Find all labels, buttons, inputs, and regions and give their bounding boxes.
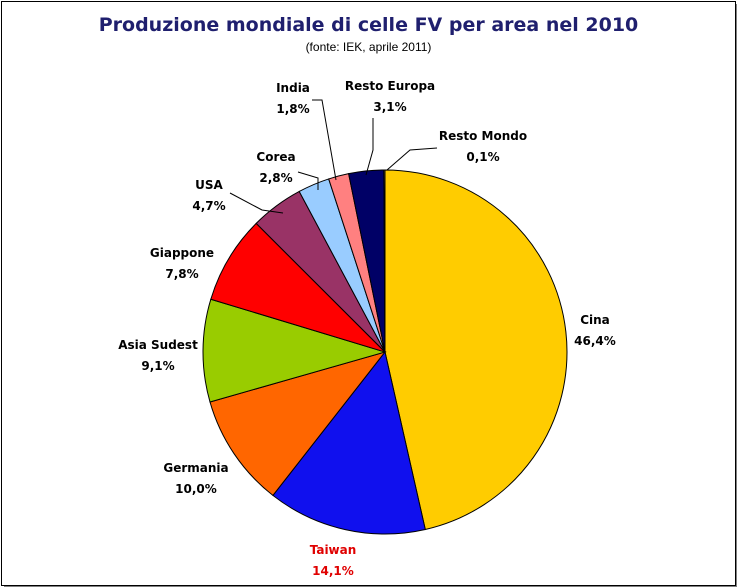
slice-value-asia-sudest: 9,1% <box>141 359 174 373</box>
slice-value-germania: 10,0% <box>175 482 217 496</box>
slice-value-resto-europa: 3,1% <box>373 100 406 114</box>
leader-line-corea <box>297 171 319 190</box>
slice-value-cina: 46,4% <box>574 334 616 348</box>
slice-name-resto-europa: Resto Europa <box>345 79 435 93</box>
slice-name-corea: Corea <box>256 150 295 164</box>
pie-slices <box>202 169 568 535</box>
slice-name-resto-mondo: Resto Mondo <box>439 129 527 143</box>
slice-value-giappone: 7,8% <box>165 267 198 281</box>
slice-asia-sudest <box>202 298 387 403</box>
leader-line-usa <box>229 192 284 214</box>
leader-lines <box>229 99 438 214</box>
slice-name-asia-sudest: Asia Sudest <box>118 338 198 352</box>
slice-resto-mondo <box>383 169 386 353</box>
leader-line-resto-europa <box>365 118 374 176</box>
chart-subtitle: (fonte: IEK, aprile 2011) <box>305 40 432 54</box>
slice-taiwan <box>272 350 426 535</box>
slice-value-taiwan: 14,1% <box>312 564 354 578</box>
slice-name-germania: Germania <box>163 461 228 475</box>
slice-germania <box>209 351 387 497</box>
slice-value-resto-mondo: 0,1% <box>466 150 499 164</box>
slice-name-usa: USA <box>195 178 223 192</box>
slice-name-taiwan: Taiwan <box>310 543 357 557</box>
chart-title: Produzione mondiale di celle FV per area… <box>98 14 639 36</box>
slice-name-cina: Cina <box>580 313 610 327</box>
slice-value-corea: 2,8% <box>259 171 292 185</box>
slice-name-india: India <box>276 81 310 95</box>
slice-name-giappone: Giappone <box>150 246 214 260</box>
slice-cina <box>384 169 568 531</box>
leader-line-india <box>312 99 337 181</box>
slice-value-india: 1,8% <box>276 102 309 116</box>
leader-line-resto-mondo <box>386 147 438 171</box>
slice-value-usa: 4,7% <box>192 199 225 213</box>
slice-labels: Cina 46,4% Taiwan 14,1% Germania 10,0% Asia Su… <box>118 79 616 578</box>
